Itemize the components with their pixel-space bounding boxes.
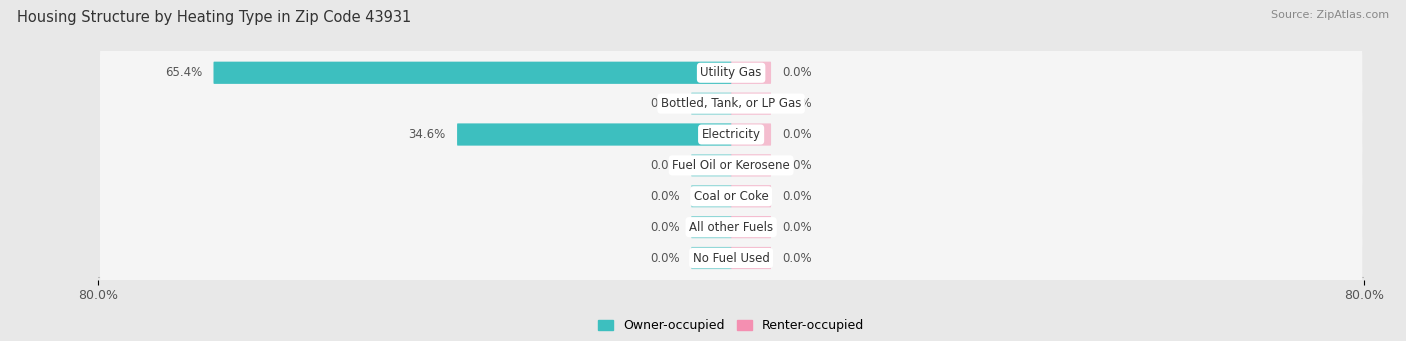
FancyBboxPatch shape [100,108,1362,161]
FancyBboxPatch shape [731,247,770,269]
FancyBboxPatch shape [100,200,1362,254]
FancyBboxPatch shape [692,216,731,238]
FancyBboxPatch shape [731,123,770,146]
FancyBboxPatch shape [731,154,770,177]
Text: Fuel Oil or Kerosene: Fuel Oil or Kerosene [672,159,790,172]
FancyBboxPatch shape [692,154,731,177]
Text: Source: ZipAtlas.com: Source: ZipAtlas.com [1271,10,1389,20]
FancyBboxPatch shape [692,247,731,269]
Text: No Fuel Used: No Fuel Used [693,252,769,265]
FancyBboxPatch shape [692,185,731,207]
Text: 0.0%: 0.0% [650,159,679,172]
FancyBboxPatch shape [100,231,1362,285]
Text: 0.0%: 0.0% [783,97,813,110]
FancyBboxPatch shape [731,216,770,238]
Text: 34.6%: 34.6% [408,128,446,141]
Text: 0.0%: 0.0% [783,66,813,79]
Text: 0.0%: 0.0% [650,190,679,203]
Text: 0.0%: 0.0% [650,221,679,234]
FancyBboxPatch shape [457,123,731,146]
Text: All other Fuels: All other Fuels [689,221,773,234]
FancyBboxPatch shape [731,185,770,207]
Text: 0.0%: 0.0% [783,252,813,265]
Text: 0.0%: 0.0% [783,190,813,203]
FancyBboxPatch shape [692,92,731,115]
Text: 0.0%: 0.0% [783,159,813,172]
Text: 0.0%: 0.0% [650,97,679,110]
Text: 65.4%: 65.4% [165,66,202,79]
Text: Coal or Coke: Coal or Coke [693,190,769,203]
Text: 0.0%: 0.0% [783,221,813,234]
Text: Utility Gas: Utility Gas [700,66,762,79]
Text: 0.0%: 0.0% [650,252,679,265]
FancyBboxPatch shape [214,62,731,84]
FancyBboxPatch shape [100,46,1362,100]
Text: Bottled, Tank, or LP Gas: Bottled, Tank, or LP Gas [661,97,801,110]
FancyBboxPatch shape [731,62,770,84]
Text: 0.0%: 0.0% [783,128,813,141]
FancyBboxPatch shape [731,92,770,115]
FancyBboxPatch shape [100,77,1362,131]
FancyBboxPatch shape [100,138,1362,192]
Legend: Owner-occupied, Renter-occupied: Owner-occupied, Renter-occupied [593,314,869,337]
Text: Housing Structure by Heating Type in Zip Code 43931: Housing Structure by Heating Type in Zip… [17,10,411,25]
Text: Electricity: Electricity [702,128,761,141]
FancyBboxPatch shape [100,169,1362,223]
